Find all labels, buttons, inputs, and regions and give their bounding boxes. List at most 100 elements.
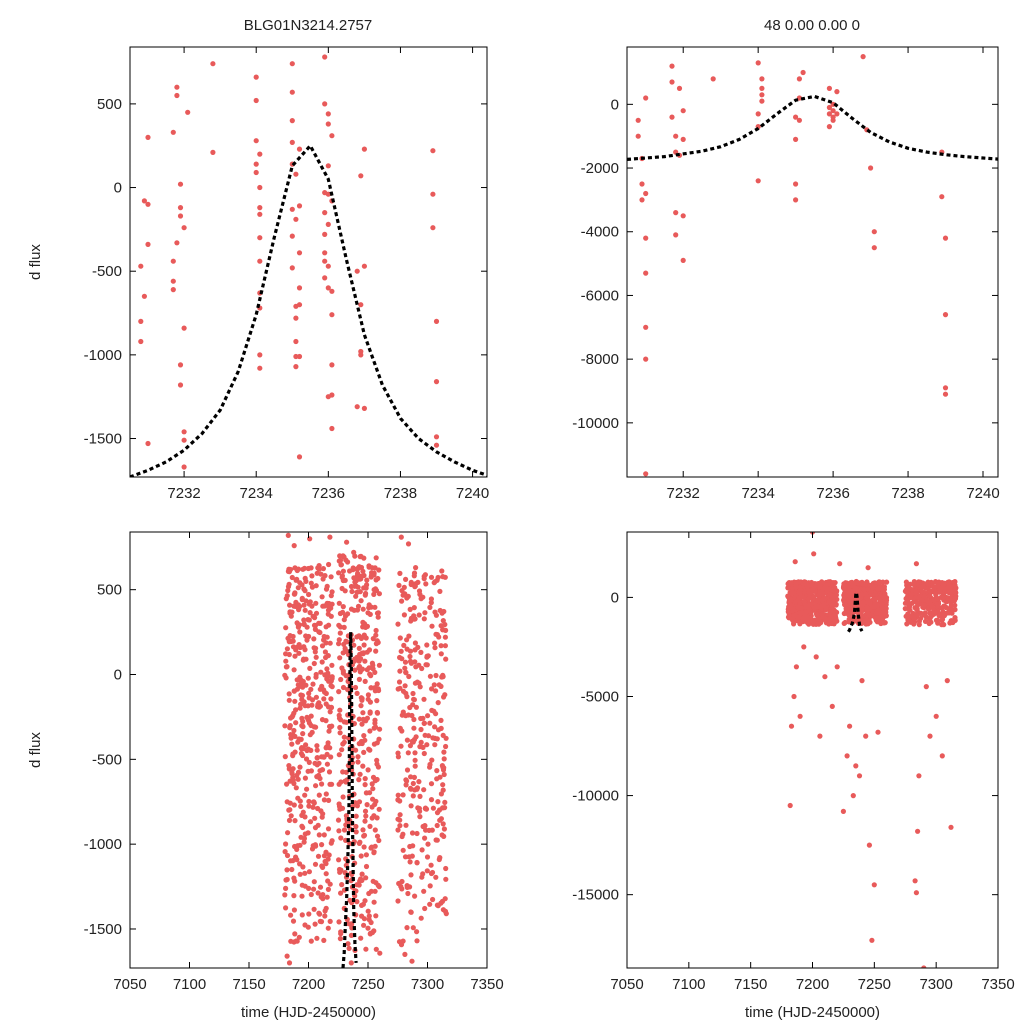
data-point: [427, 883, 433, 889]
data-point: [324, 666, 330, 672]
data-point: [358, 352, 364, 358]
data-point: [883, 599, 889, 605]
data-point: [360, 710, 366, 716]
data-point: [359, 695, 365, 702]
x-tick-label: 7238: [891, 485, 924, 502]
data-point: [933, 713, 939, 719]
data-point: [413, 565, 419, 571]
data-point: [935, 601, 941, 607]
data-point: [302, 870, 308, 876]
data-point: [433, 711, 439, 717]
data-point: [291, 688, 297, 694]
data-point: [373, 648, 379, 654]
data-point: [800, 69, 806, 76]
data-point: [369, 815, 375, 821]
data-point: [814, 603, 820, 609]
data-point: [942, 235, 949, 241]
data-point: [428, 870, 435, 877]
data-point: [948, 824, 954, 830]
data-point: [422, 805, 429, 811]
data-point: [257, 365, 263, 371]
data-point: [319, 781, 325, 787]
x-tick-label: 7050: [610, 976, 643, 993]
data-point: [327, 534, 333, 540]
x-tick-label: 7232: [667, 485, 700, 502]
data-point: [342, 613, 349, 619]
data-point: [342, 577, 348, 584]
data-point: [362, 808, 369, 814]
y-tick-label: 0: [611, 589, 619, 606]
data-point: [343, 638, 349, 644]
data-point: [915, 828, 921, 834]
y-tick-label: -5000: [581, 688, 619, 705]
data-point: [863, 733, 869, 739]
data-point: [819, 579, 825, 585]
data-point: [321, 832, 327, 838]
data-point: [374, 710, 381, 716]
data-point: [397, 570, 403, 577]
data-point: [298, 803, 304, 810]
data-point: [364, 577, 370, 583]
plot-frame: [129, 46, 488, 478]
data-point: [341, 827, 348, 833]
data-point: [336, 570, 342, 576]
data-point: [932, 589, 938, 595]
data-point: [432, 579, 438, 585]
data-point: [293, 171, 299, 177]
data-point: [322, 101, 328, 107]
data-point: [303, 633, 309, 639]
data-point: [293, 938, 299, 944]
data-point: [359, 871, 365, 877]
data-point: [312, 649, 318, 655]
data-point: [433, 379, 440, 385]
data-point: [407, 606, 413, 613]
data-point: [826, 598, 832, 604]
data-point: [680, 257, 686, 263]
data-point: [404, 737, 410, 743]
data-point: [312, 615, 318, 621]
data-point: [317, 629, 323, 636]
data-point: [325, 673, 331, 679]
data-point: [428, 600, 434, 606]
data-point: [367, 728, 373, 734]
data-point: [374, 761, 380, 767]
data-point: [369, 929, 376, 936]
data-point: [284, 646, 290, 652]
data-point: [181, 464, 187, 470]
data-point: [312, 825, 319, 831]
data-point: [352, 667, 358, 673]
data-point: [320, 811, 326, 817]
data-point: [293, 854, 299, 860]
x-axis-label: time (HJD-2450000): [745, 1004, 880, 1021]
data-point: [810, 619, 817, 625]
data-point: [407, 743, 413, 749]
data-point: [926, 620, 932, 627]
data-point: [903, 589, 910, 595]
data-point: [369, 660, 375, 666]
data-point: [289, 741, 295, 747]
data-point: [440, 626, 446, 633]
data-point: [295, 566, 302, 572]
x-tick-label: 7240: [966, 485, 999, 502]
data-point: [428, 862, 434, 868]
data-point: [399, 878, 405, 885]
data-point: [293, 216, 299, 222]
data-point: [863, 591, 869, 598]
data-point: [408, 872, 414, 878]
data-point: [424, 854, 431, 860]
data-point: [322, 231, 328, 237]
data-point: [322, 913, 328, 919]
data-point: [289, 769, 295, 776]
data-point: [360, 716, 366, 723]
data-point: [412, 763, 418, 769]
y-tick-label: -10000: [572, 415, 619, 432]
data-point: [342, 778, 348, 784]
data-point: [335, 817, 342, 823]
data-point: [303, 578, 309, 585]
data-point: [338, 676, 344, 683]
data-point: [350, 567, 356, 573]
data-point: [822, 674, 828, 680]
data-point: [415, 644, 421, 651]
data-point: [288, 715, 294, 721]
data-point: [923, 684, 929, 690]
